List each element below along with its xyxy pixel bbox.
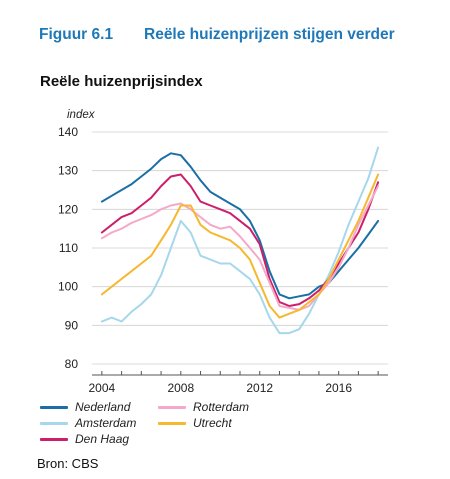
legend-label: Utrecht [193,416,232,430]
legend-label: Nederland [75,400,131,414]
y-tick-label: 100 [58,280,78,294]
y-tick-label: 110 [59,241,78,255]
y-tick-label: 90 [65,318,79,332]
legend-swatch [40,406,68,410]
y-tick-label: 130 [58,164,78,178]
y-tick-label: 80 [65,357,79,371]
y-tick-label: 140 [58,125,78,139]
legend-item-den-haag: Den Haag [40,432,129,446]
legend-item-utrecht: Utrecht [158,416,232,430]
legend-item-amsterdam: Amsterdam [40,416,136,430]
x-tick-label: 2012 [246,381,273,395]
series-line-nederland [100,152,380,300]
legend: Nederland Amsterdam Den Haag Rotterdam Utrec… [40,400,340,450]
y-axis-label: index [67,109,95,121]
chart-title: Reële huizenprijsindex [40,73,203,90]
x-tick-label: 2004 [89,381,116,395]
legend-label: Amsterdam [75,416,137,430]
legend-label: Den Haag [75,432,130,446]
y-tick-label: 120 [58,202,78,216]
figure-header: Figuur 6.1 Reële huizenprijzen stijgen ve… [39,26,395,44]
x-tick-label: 2016 [325,381,352,395]
legend-swatch [158,422,186,426]
legend-item-rotterdam: Rotterdam [158,400,249,414]
legend-swatch [40,422,68,426]
series-line-amsterdam [100,146,380,335]
series-line-rotterdam [100,185,380,311]
legend-swatch [158,406,186,410]
figure-number: Figuur 6.1 [39,26,114,43]
legend-item-nederland: Nederland [40,400,130,414]
series-line-utrecht [100,173,380,319]
legend-swatch [40,438,68,442]
x-tick-label: 2008 [167,381,194,395]
legend-label: Rotterdam [193,400,250,414]
source-note: Bron: CBS [37,456,99,471]
figure-caption: Reële huizenprijzen stijgen verder [144,26,395,43]
